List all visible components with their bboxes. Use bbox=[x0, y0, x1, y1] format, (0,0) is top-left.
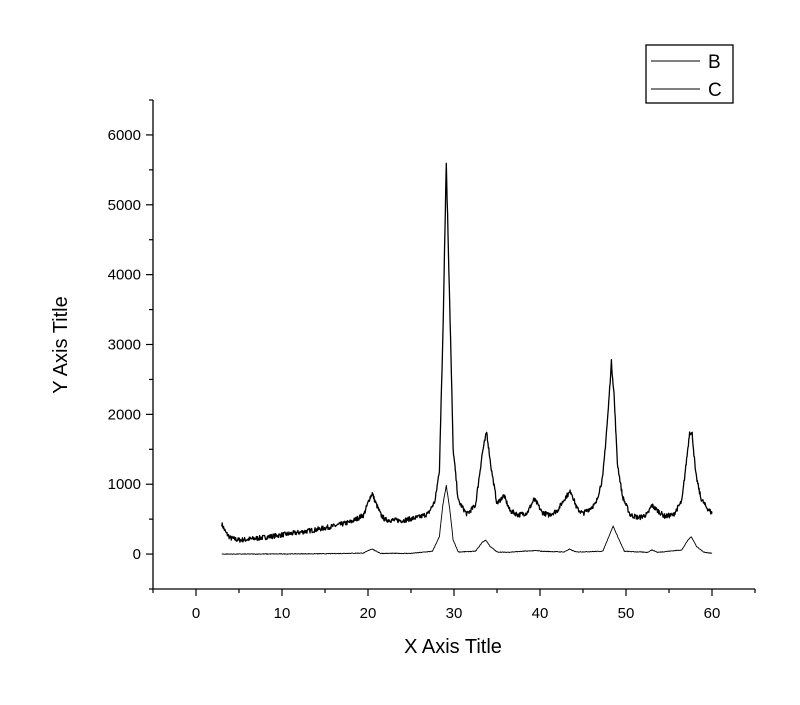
y-tick-label: 2000 bbox=[108, 406, 141, 423]
y-tick-label: 5000 bbox=[108, 197, 141, 214]
y-axis-title: Y Axis Title bbox=[50, 296, 72, 393]
y-tick-label: 3000 bbox=[108, 337, 141, 354]
y-tick-label: 1000 bbox=[108, 476, 141, 493]
x-tick-label: 40 bbox=[532, 605, 549, 622]
series-line-c bbox=[221, 484, 713, 555]
y-tick-label: 4000 bbox=[108, 267, 141, 284]
x-ticks: 0 10 20 30 40 50 60 bbox=[152, 589, 756, 622]
legend-label-c: C bbox=[708, 80, 722, 101]
y-tick-label: 0 bbox=[133, 546, 141, 563]
series-line-b bbox=[221, 162, 713, 543]
x-tick-label: 20 bbox=[360, 605, 377, 622]
x-tick-label: 50 bbox=[618, 605, 635, 622]
y-tick-label: 6000 bbox=[108, 127, 141, 144]
y-ticks: 0 1000 2000 3000 4000 5000 6000 bbox=[108, 99, 153, 590]
x-tick-label: 60 bbox=[704, 605, 721, 622]
series-group bbox=[221, 162, 713, 555]
legend-box bbox=[645, 44, 734, 104]
legend-label-b: B bbox=[708, 52, 721, 73]
x-tick-label: 10 bbox=[274, 605, 291, 622]
x-tick-label: 0 bbox=[192, 605, 200, 622]
x-tick-label: 30 bbox=[446, 605, 463, 622]
x-axis-title: X Axis Title bbox=[404, 636, 502, 658]
legend: B C bbox=[645, 44, 734, 104]
